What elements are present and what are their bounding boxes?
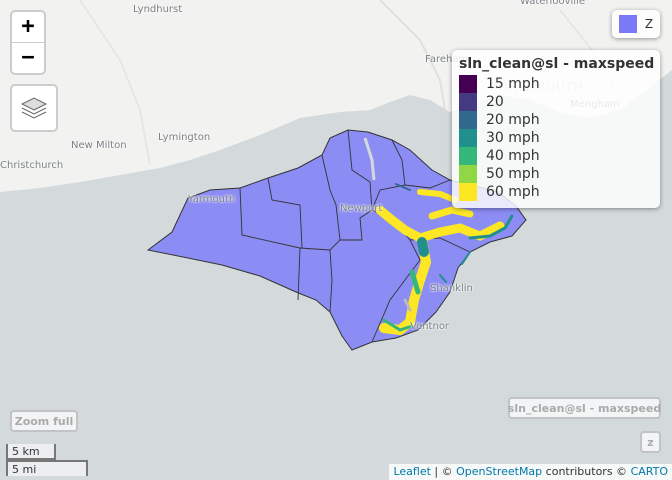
- legend-swatch: [459, 165, 477, 183]
- zoom-control: + −: [10, 10, 46, 75]
- place-new-milton: New Milton: [71, 140, 127, 151]
- legend-label: 20: [486, 94, 504, 110]
- attribution: Leaflet | © OpenStreetMap contributors ©…: [389, 464, 672, 480]
- zoom-out-button[interactable]: −: [12, 42, 44, 73]
- mainland: [0, 0, 672, 192]
- attribution-sep: | ©: [430, 465, 457, 478]
- legend-label: 20 mph: [486, 112, 540, 128]
- attribution-mid: contributors ©: [542, 465, 631, 478]
- layer-chip-label: Z: [644, 17, 654, 31]
- place-waterlooville: Waterlooville: [520, 0, 585, 7]
- legend-item: 40 mph: [459, 147, 653, 165]
- legend-item: 20 mph: [459, 111, 653, 129]
- place-yarmouth: Yarmouth: [188, 194, 236, 205]
- legend-swatch: [459, 75, 477, 93]
- layer-toggle-button[interactable]: sln_clean@sl - maxspeed: [508, 397, 661, 419]
- legend-label: 60 mph: [486, 184, 540, 200]
- layer-chip-z[interactable]: Z: [612, 10, 660, 38]
- scale-km: 5 km: [6, 444, 56, 460]
- legend-item: 30 mph: [459, 129, 653, 147]
- legend-item: 20: [459, 93, 653, 111]
- legend-swatch: [459, 183, 477, 201]
- legend-label: 40 mph: [486, 148, 540, 164]
- legend-item: 50 mph: [459, 165, 653, 183]
- legend-label: 50 mph: [486, 166, 540, 182]
- layers-button[interactable]: [10, 84, 58, 132]
- osm-link[interactable]: OpenStreetMap: [456, 465, 543, 478]
- place-christchurch: Christchurch: [0, 160, 64, 171]
- carto-link[interactable]: CARTO: [630, 465, 668, 478]
- legend-label: 15 mph: [486, 76, 540, 92]
- legend: sln_clean@sl - maxspeed 15 mph 20 20 mph 30…: [452, 50, 660, 208]
- legend-swatch: [459, 111, 477, 129]
- place-fareham: Fareham: [425, 54, 469, 65]
- layers-icon: [20, 97, 48, 119]
- zoom-full-button[interactable]: Zoom full: [10, 410, 78, 432]
- z-button[interactable]: z: [640, 431, 661, 453]
- legend-item: 60 mph: [459, 183, 653, 201]
- place-shanklin: Shanklin: [430, 283, 473, 294]
- legend-title: sln_clean@sl - maxspeed: [459, 56, 655, 72]
- legend-item: 15 mph: [459, 75, 653, 93]
- scale-mi: 5 mi: [6, 460, 88, 476]
- place-newport: Newport: [340, 203, 383, 214]
- legend-swatch: [459, 93, 477, 111]
- legend-swatch: [459, 147, 477, 165]
- place-lymington: Lymington: [158, 132, 211, 143]
- zoom-in-button[interactable]: +: [21, 14, 35, 39]
- leaflet-link[interactable]: Leaflet: [393, 465, 431, 478]
- place-ventnor: Ventnor: [410, 321, 450, 332]
- legend-swatch: [459, 129, 477, 147]
- place-lyndhurst: Lyndhurst: [133, 4, 183, 15]
- legend-label: 30 mph: [486, 130, 540, 146]
- layer-chip-swatch: [618, 15, 637, 33]
